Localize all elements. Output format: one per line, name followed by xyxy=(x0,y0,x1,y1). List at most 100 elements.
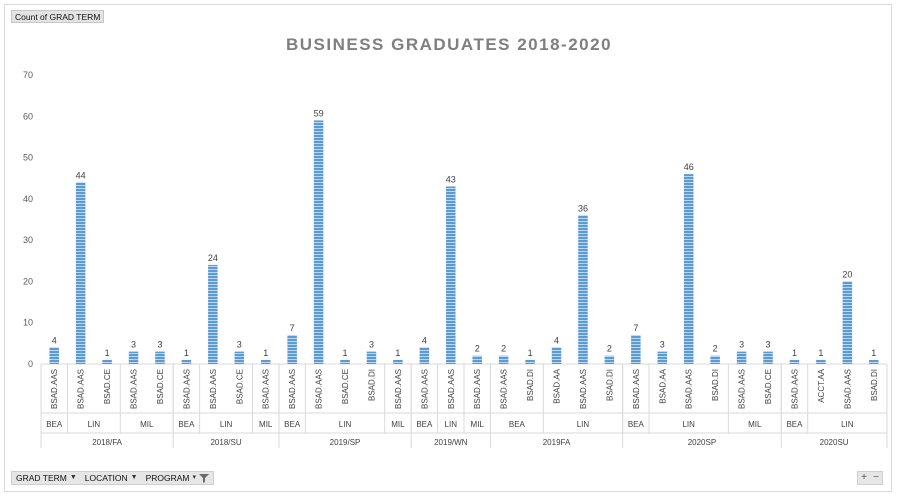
y-tick-label: 50 xyxy=(23,153,33,163)
data-label: 1 xyxy=(343,348,348,358)
data-label: 1 xyxy=(263,348,268,358)
program-label: BSAD.AAS xyxy=(209,369,218,409)
data-label: 7 xyxy=(633,323,638,333)
term-label: 2019/WN xyxy=(434,438,468,447)
data-label: 4 xyxy=(554,335,559,345)
location-label: BEA xyxy=(416,420,433,429)
data-label: 2 xyxy=(607,344,612,354)
term-label: 2020SU xyxy=(820,438,849,447)
location-label: LIN xyxy=(841,420,854,429)
filter-location-button[interactable]: LOCATION ▼ xyxy=(81,472,142,484)
bar-bsad-aas xyxy=(313,120,324,365)
data-label: 3 xyxy=(369,340,374,350)
program-label: BSAD.AAS xyxy=(182,369,191,409)
location-label: LIN xyxy=(577,420,590,429)
axis-field-buttons: GRAD TERM ▼ LOCATION ▼ PROGRAM ▾ xyxy=(11,471,214,485)
data-label: 44 xyxy=(76,170,86,180)
location-label: BEA xyxy=(284,420,301,429)
location-label: MIL xyxy=(391,420,405,429)
data-label: 1 xyxy=(528,348,533,358)
bar-bsad-aas xyxy=(578,215,588,364)
bar-bsad-di xyxy=(869,359,879,364)
dropdown-triangle-icon: ▼ xyxy=(130,474,138,481)
data-label: 24 xyxy=(208,253,218,263)
data-label: 4 xyxy=(422,335,427,345)
data-label: 3 xyxy=(739,340,744,350)
y-tick-label: 30 xyxy=(23,235,33,245)
program-label: BSAD.DI xyxy=(367,369,376,401)
chart-title: BUSINESS GRADUATES 2018-2020 xyxy=(285,35,613,54)
bar-bsad-aas xyxy=(208,264,218,364)
program-label: BSAD.AAS xyxy=(843,369,852,409)
data-label: 46 xyxy=(684,162,694,172)
bar-bsad-aas xyxy=(736,351,747,364)
program-label: BSAD.AAS xyxy=(288,369,297,409)
expand-field-button[interactable]: + xyxy=(861,472,867,483)
bar-acct-aa xyxy=(816,359,826,364)
program-label: BSAD.DI xyxy=(605,369,614,401)
bar-bsad-aas xyxy=(472,355,482,364)
data-label: 1 xyxy=(395,348,400,358)
bar-bsad-ce xyxy=(763,351,773,364)
bar-bsad-aas xyxy=(683,174,694,364)
data-label: 3 xyxy=(131,340,136,350)
filter-label: LOCATION xyxy=(84,473,128,483)
y-tick-label: 60 xyxy=(23,111,33,121)
term-label: 2019FA xyxy=(543,438,571,447)
bar-bsad-aas xyxy=(75,182,86,364)
bar-bsad-aas xyxy=(446,186,456,364)
term-label: 2019/SP xyxy=(330,438,361,447)
data-label: 1 xyxy=(105,348,110,358)
data-label: 3 xyxy=(157,340,162,350)
location-label: LIN xyxy=(339,420,352,429)
bar-bsad-di xyxy=(366,351,377,364)
value-field-button[interactable]: Count of GRAD TERM xyxy=(11,10,105,23)
y-tick-label: 0 xyxy=(28,359,33,369)
bar-bsad-aas xyxy=(789,359,800,364)
bar-bsad-aas xyxy=(49,347,59,364)
data-label: 3 xyxy=(237,340,242,350)
program-label: BSAD.CE xyxy=(764,369,773,404)
bar-bsad-aas xyxy=(128,351,139,364)
location-label: LIN xyxy=(445,420,458,429)
location-label: BEA xyxy=(178,420,195,429)
term-label: 2020SP xyxy=(688,438,716,447)
data-label: 3 xyxy=(660,340,665,350)
filter-label: GRAD TERM xyxy=(16,473,67,483)
data-label: 7 xyxy=(290,323,295,333)
filter-program-button[interactable]: PROGRAM ▾ xyxy=(142,472,213,484)
filter-grad-term-button[interactable]: GRAD TERM ▼ xyxy=(12,472,81,484)
program-label: BSAD.AA xyxy=(658,368,667,403)
data-label: 2 xyxy=(713,344,718,354)
bar-bsad-di xyxy=(710,355,720,364)
program-label: BSAD.AA xyxy=(553,368,562,403)
data-label: 2 xyxy=(501,344,506,354)
bar-bsad-aa xyxy=(551,347,562,364)
location-label: MIL xyxy=(471,420,485,429)
location-label: MIL xyxy=(259,420,273,429)
program-label: BSAD.AAS xyxy=(473,369,482,409)
data-label: 43 xyxy=(446,174,456,184)
program-label: ACCT.AA xyxy=(817,368,826,402)
program-label: BSAD.DI xyxy=(526,369,535,401)
bar-bsad-aa xyxy=(657,351,668,364)
filter-funnel-icon xyxy=(199,474,209,483)
data-label: 1 xyxy=(871,348,876,358)
location-label: BEA xyxy=(786,420,803,429)
program-label: BSAD.CE xyxy=(235,369,244,404)
program-label: BSAD.AAS xyxy=(394,369,403,409)
dropdown-triangle-icon: ▼ xyxy=(69,474,77,481)
location-label: MIL xyxy=(748,420,762,429)
data-label: 36 xyxy=(578,203,588,213)
y-tick-label: 20 xyxy=(23,276,33,286)
collapse-field-button[interactable]: − xyxy=(873,472,879,483)
bar-bsad-aas xyxy=(260,359,271,364)
y-tick-label: 10 xyxy=(23,318,33,328)
bar-bsad-ce xyxy=(102,359,112,364)
bar-bsad-aas xyxy=(498,355,509,364)
bar-bsad-di xyxy=(604,355,615,364)
location-label: BEA xyxy=(46,420,63,429)
location-label: LIN xyxy=(220,420,233,429)
program-label: BSAD.CE xyxy=(103,369,112,404)
